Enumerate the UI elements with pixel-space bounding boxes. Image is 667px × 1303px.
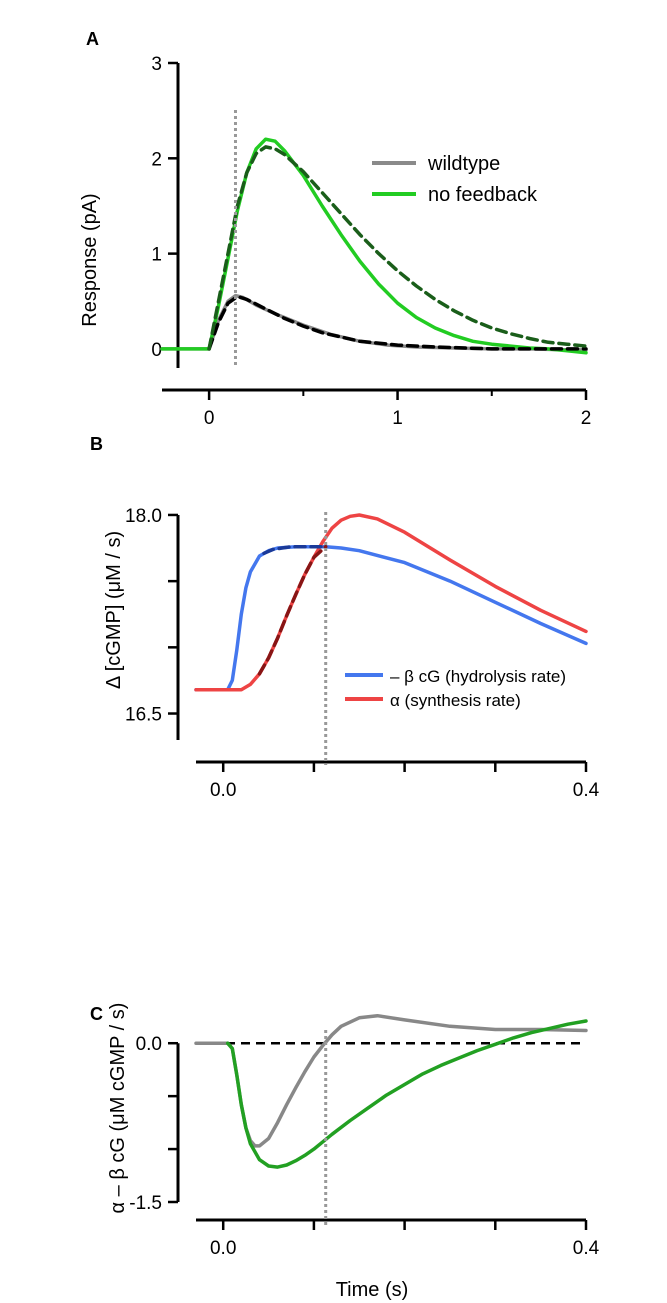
x-tick-label: 0.0 — [210, 1238, 236, 1259]
x-tick-label: 0.4 — [573, 780, 600, 801]
y-tick-label: -1.5 — [129, 1193, 162, 1214]
series-line-no-feedback — [160, 137, 588, 355]
x-tick-label: 0.4 — [573, 1238, 600, 1259]
series-line-wildtype — [160, 293, 588, 352]
y-tick-label: 16.5 — [125, 705, 162, 726]
panel-a-legend: wildtype no feedback — [372, 153, 538, 206]
legend-label-hydrolysis: – β cG (hydrolysis rate) — [390, 667, 566, 686]
y-tick-label: 3 — [151, 54, 162, 75]
panel-b-ylabel: Δ [cGMP] (μM / s) — [103, 531, 125, 689]
panel-b-series — [194, 512, 588, 765]
panel-c: C -1.5 0.0 0.0 0.4 α – β cG (μM cGMP / s) T… — [90, 1003, 600, 1301]
x-tick-label: 0 — [204, 408, 215, 429]
panel-c-ylabel: α – β cG (μM cGMP / s) — [107, 1003, 129, 1214]
y-tick-label: 18.0 — [125, 506, 162, 527]
panel-b: B 16.5 18.0 0.0 0.4 – β cG (hydrolysis rate… — [90, 434, 600, 801]
y-tick-label: 2 — [151, 149, 162, 170]
series-line-synthesis-rate — [194, 513, 588, 692]
panel-c-letter: C — [90, 1004, 103, 1024]
series-line-dashed — [207, 294, 588, 351]
series-line-dashed — [207, 145, 588, 351]
panel-b-axes: 16.5 18.0 0.0 0.4 — [125, 506, 600, 801]
panel-a: A 0 1 2 3 0 1 2 wildtype no feedback Response … — [79, 29, 591, 429]
panel-a-axes: 0 1 2 3 0 1 2 — [151, 54, 591, 429]
panel-a-ylabel: Response (pA) — [79, 193, 101, 326]
panel-b-legend: – β cG (hydrolysis rate) α (synthesis ra… — [345, 667, 566, 710]
y-tick-label: 0 — [151, 340, 162, 361]
panel-c-axes: -1.5 0.0 0.0 0.4 — [129, 1034, 599, 1259]
y-tick-label: 0.0 — [136, 1034, 162, 1055]
panel-c-series — [194, 1013, 588, 1227]
series-line-solid — [225, 1019, 588, 1169]
y-tick-label: 1 — [151, 245, 162, 266]
series-line-dashed — [262, 544, 328, 556]
legend-label-wildtype: wildtype — [427, 153, 500, 175]
panel-a-series — [160, 110, 588, 368]
x-tick-label: 1 — [392, 408, 403, 429]
series-line-dashed — [257, 544, 328, 676]
legend-label-no-feedback: no feedback — [428, 184, 538, 206]
legend-label-synthesis: α (synthesis rate) — [390, 691, 521, 710]
panel-c-xlabel: Time (s) — [336, 1279, 409, 1301]
x-tick-label: 2 — [581, 408, 592, 429]
panel-b-letter: B — [90, 434, 103, 454]
x-tick-label: 0.0 — [210, 780, 236, 801]
panel-a-letter: A — [86, 29, 99, 49]
